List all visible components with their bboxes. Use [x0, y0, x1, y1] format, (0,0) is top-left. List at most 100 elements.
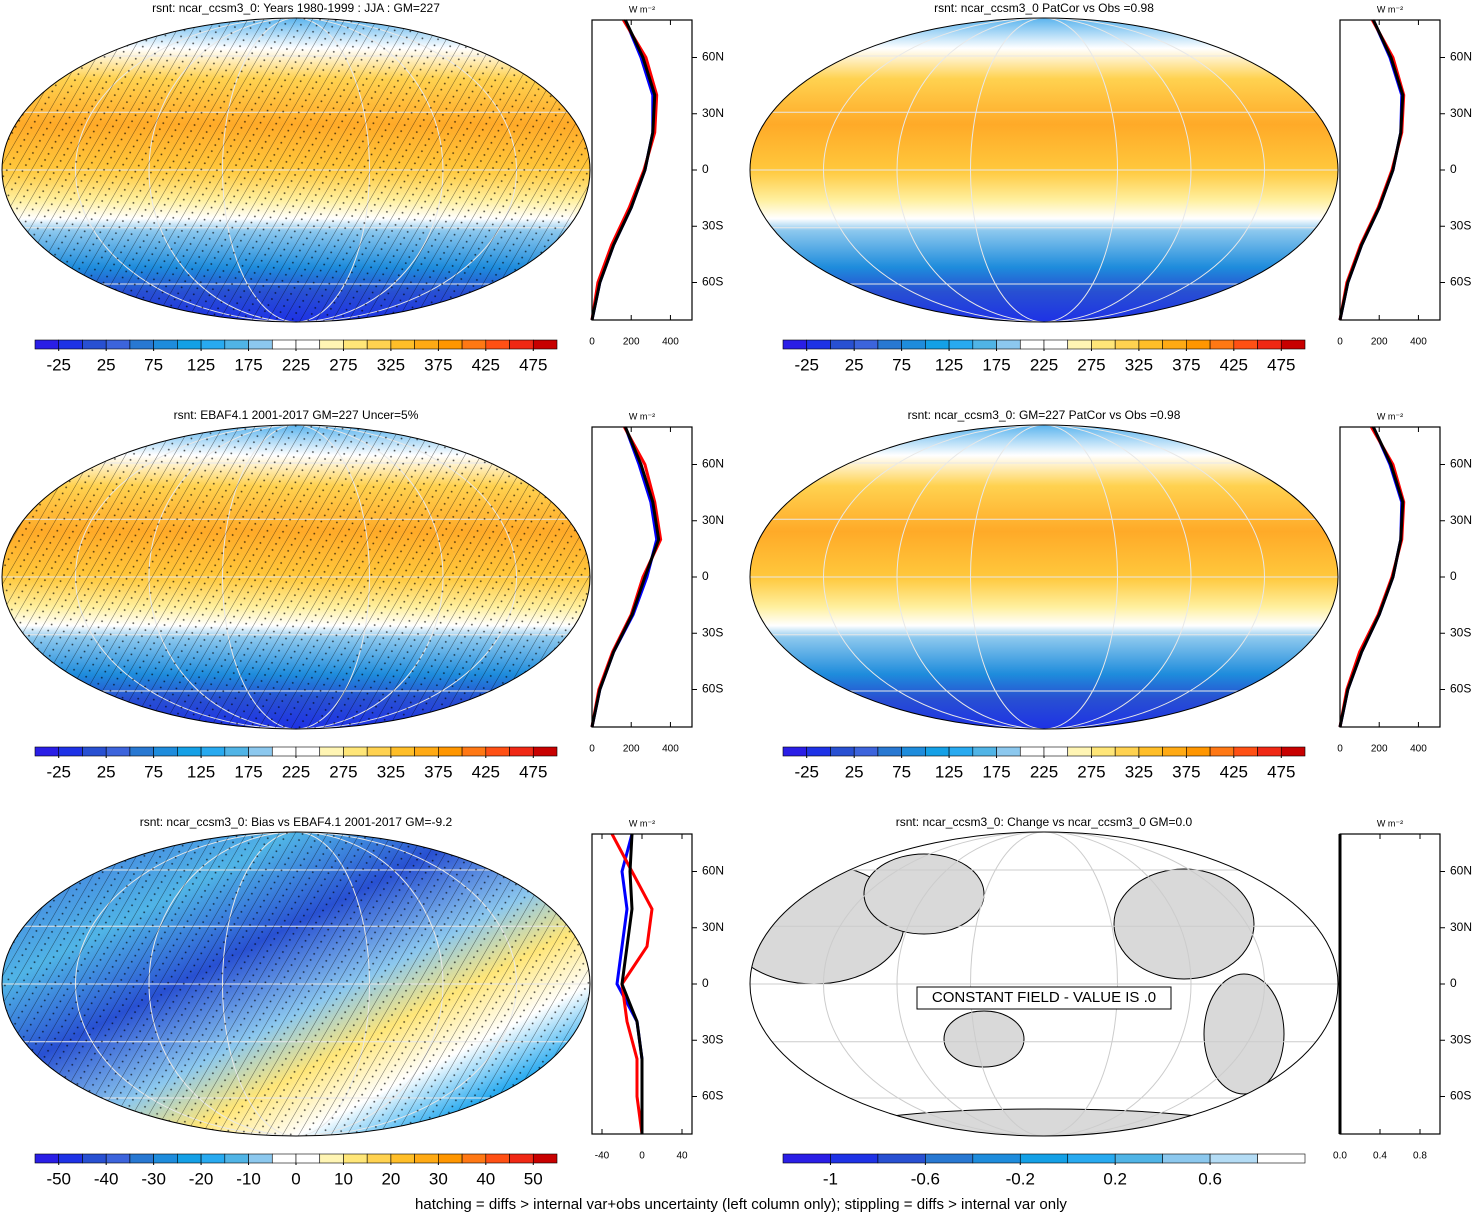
colorbar-box [390, 746, 415, 757]
map-outline [1, 424, 591, 730]
zonal-y-label: 60S [1450, 682, 1471, 696]
colorbar-box [806, 746, 831, 757]
colorbar-label: 175 [982, 355, 1010, 374]
zonal-line [1338, 19, 1405, 321]
colorbar-box [295, 1153, 321, 1164]
zonal-line [1338, 426, 1405, 728]
zonal-x-label: 0.8 [1413, 1151, 1427, 1162]
colorbar-box [901, 339, 926, 350]
colorbar-box [1209, 339, 1235, 350]
colorbar-label: 25 [97, 762, 116, 781]
zonal-frame [1339, 833, 1441, 1135]
zonal-y-label: 60S [702, 1089, 723, 1103]
colorbar-label: 475 [1267, 355, 1295, 374]
colorbar-label: -0.2 [1006, 1169, 1035, 1188]
colorbar-label: 325 [377, 355, 405, 374]
zonal-y-label: 0 [702, 976, 709, 990]
colorbar-box [1091, 746, 1116, 757]
zonal-y-label: 60N [1450, 457, 1472, 471]
colorbar-label: -1 [823, 1169, 838, 1188]
colorbar-label: 325 [377, 762, 405, 781]
colorbar-label: 50 [524, 1169, 543, 1188]
colorbar-label: 275 [1077, 355, 1105, 374]
colorbar-box [1280, 339, 1306, 350]
colorbar-box [1043, 746, 1069, 757]
colorbar-box [82, 746, 107, 757]
colorbar-label: 275 [329, 355, 357, 374]
colorbar-box [1162, 746, 1187, 757]
colorbar-label: -30 [141, 1169, 166, 1188]
colorbar-box [343, 1153, 368, 1164]
colorbar-label: 375 [1172, 355, 1200, 374]
colorbar-label: -0.6 [911, 1169, 940, 1188]
colorbar-label: 275 [1077, 762, 1105, 781]
colorbar-label: 75 [892, 355, 911, 374]
land [843, 1108, 1245, 1136]
colorbar-box [948, 746, 974, 757]
colorbar-label: 225 [1030, 355, 1058, 374]
colorbar-box [414, 339, 439, 350]
colorbar-box [782, 746, 808, 757]
map-outline [749, 17, 1339, 323]
colorbar-label: -25 [794, 762, 819, 781]
colorbar-box [295, 339, 321, 350]
colorbar-box [830, 1153, 879, 1164]
map-overlay [2, 832, 590, 1136]
zonal-unit: W m⁻² [1377, 818, 1403, 828]
panel-title: rsnt: ncar_ccsm3_0 PatCor vs Obs =0.98 [934, 1, 1154, 15]
colorbar-label: 75 [144, 762, 163, 781]
zonal-frame [1339, 19, 1441, 321]
zonal-y-label: 60S [1450, 275, 1471, 289]
zonal-y-label: 30N [1450, 920, 1472, 934]
panel-title: rsnt: ncar_ccsm3_0: Bias vs EBAF4.1 2001… [140, 815, 453, 829]
colorbar-label: 475 [1267, 762, 1295, 781]
map-overlay [750, 425, 1338, 729]
colorbar-box [438, 339, 463, 350]
land [943, 1010, 1025, 1068]
colorbar-box [129, 339, 154, 350]
colorbar-box [58, 339, 83, 350]
meridian [823, 18, 1265, 322]
colorbar-label: 425 [1220, 762, 1248, 781]
colorbar-label: 225 [282, 355, 310, 374]
colorbar-label: 125 [187, 762, 215, 781]
colorbar-label: 0.2 [1103, 1169, 1127, 1188]
zonal-x-label: 0 [639, 1151, 645, 1162]
zonal-frame [591, 833, 693, 1135]
zonal-x-label: 200 [1371, 337, 1388, 348]
panel-title: rsnt: ncar_ccsm3_0: GM=227 PatCor vs Obs… [908, 408, 1181, 422]
colorbar-box [414, 746, 439, 757]
zonal-y-label: 60N [1450, 50, 1472, 64]
colorbar-label: 325 [1125, 355, 1153, 374]
zonal-x-label: 200 [623, 337, 640, 348]
colorbar-box [34, 1153, 60, 1164]
zonal-x-label: 400 [662, 337, 679, 348]
colorbar-label: -25 [794, 355, 819, 374]
zonal-y-label: 0 [702, 162, 709, 176]
meridian [896, 425, 1192, 729]
colorbar-box [153, 339, 178, 350]
zonal-y-label: 30N [702, 920, 724, 934]
colorbar-label: 25 [845, 762, 864, 781]
land [1203, 973, 1285, 1095]
colorbar-box [925, 1153, 974, 1164]
zonal-unit: W m⁻² [629, 4, 655, 14]
colorbar-box [129, 746, 154, 757]
zonal-y-label: 0 [702, 569, 709, 583]
colorbar-label: 30 [429, 1169, 448, 1188]
colorbar-box [1091, 339, 1116, 350]
colorbar-box [461, 1153, 487, 1164]
colorbar-box [925, 746, 950, 757]
zonal-line [590, 426, 661, 728]
zonal-line [620, 833, 644, 1134]
colorbar-label: 175 [234, 762, 262, 781]
zonal-x-label: 200 [623, 744, 640, 755]
colorbar-label: -10 [236, 1169, 261, 1188]
colorbar-box [1067, 1153, 1116, 1164]
colorbar-label: 375 [1172, 762, 1200, 781]
colorbar-label: 10 [334, 1169, 353, 1188]
colorbar-box [948, 339, 974, 350]
colorbar-box [319, 339, 344, 350]
zonal-x-label: 0.4 [1373, 1151, 1387, 1162]
